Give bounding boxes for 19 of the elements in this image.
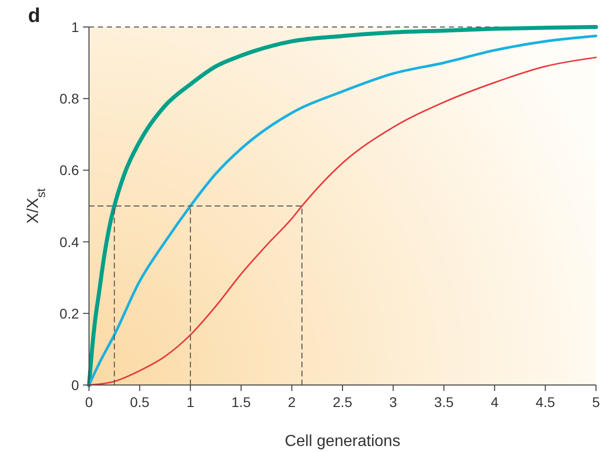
- text: d: [28, 5, 40, 27]
- y-tick-label: 0.4: [60, 234, 80, 250]
- x-tick-label: 3.5: [434, 394, 454, 410]
- x-tick-label: 5: [592, 394, 600, 410]
- y-tick-label: 0.8: [60, 90, 80, 107]
- x-tick-label: 1.5: [231, 394, 252, 410]
- x-tick-label: 0: [85, 394, 94, 410]
- y-tick-label: 0: [71, 377, 80, 393]
- x-tick-label: 4.5: [536, 394, 556, 410]
- x-tick-label: 3: [389, 394, 398, 410]
- x-tick-label: 2.5: [332, 394, 352, 410]
- y-tick-label: 0.6: [60, 162, 80, 178]
- x-tick-label: 0.5: [130, 394, 150, 410]
- y-tick-label: 1: [71, 19, 80, 35]
- y-tick-label: 0.2: [60, 305, 80, 322]
- x-tick-label: 1: [186, 394, 194, 410]
- x-tick-label: 4: [490, 394, 499, 410]
- x-axis-title: Cell generations: [284, 433, 400, 450]
- x-tick-label: 2: [288, 394, 296, 410]
